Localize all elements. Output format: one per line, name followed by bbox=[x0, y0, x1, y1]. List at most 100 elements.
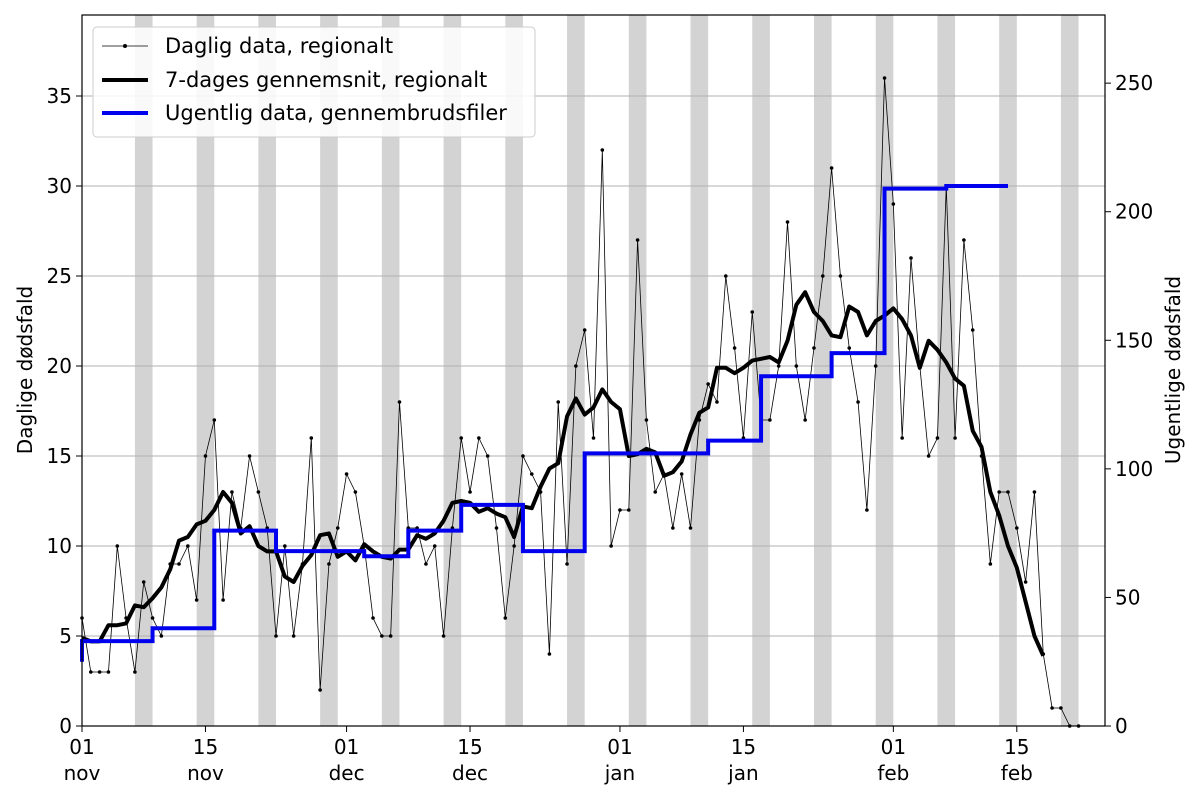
daily-point bbox=[706, 382, 710, 386]
x-tick-day: 01 bbox=[881, 735, 906, 759]
daily-point bbox=[141, 580, 146, 584]
x-tick-month: jan bbox=[604, 761, 636, 785]
daily-point bbox=[635, 238, 640, 242]
y-tick-label: 35 bbox=[47, 84, 72, 108]
weekend-band bbox=[690, 15, 709, 726]
legend-label: Ugentlig data, gennembrudsfiler bbox=[165, 101, 507, 125]
x-tick-day: 01 bbox=[607, 735, 632, 759]
weekend-band bbox=[134, 15, 153, 726]
daily-point bbox=[203, 454, 208, 458]
y2-tick-label: 200 bbox=[1115, 200, 1153, 224]
daily-point bbox=[468, 490, 472, 494]
weekend-band bbox=[875, 15, 894, 726]
y2-tick-label: 150 bbox=[1115, 328, 1153, 352]
x-tick-day: 15 bbox=[1004, 735, 1029, 759]
daily-point bbox=[574, 364, 578, 368]
daily-point bbox=[653, 490, 658, 494]
x-tick-day: 15 bbox=[193, 735, 218, 759]
grid-lines bbox=[82, 95, 1105, 637]
y2-tick-label: 0 bbox=[1115, 714, 1128, 738]
legend-label: Daglig data, regionalt bbox=[165, 34, 393, 58]
y-tick-label: 10 bbox=[47, 534, 72, 558]
daily-point bbox=[529, 472, 534, 476]
x-tick-month: jan bbox=[727, 761, 759, 785]
daily-point bbox=[97, 670, 102, 674]
y-tick-label: 0 bbox=[59, 714, 72, 738]
daily-point bbox=[397, 400, 402, 404]
daily-point bbox=[909, 256, 913, 260]
weekend-band bbox=[999, 15, 1017, 726]
daily-point bbox=[318, 688, 322, 692]
daily-point bbox=[353, 490, 358, 494]
daily-series bbox=[80, 76, 1081, 728]
daily-point bbox=[503, 616, 508, 620]
daily-point bbox=[150, 616, 155, 620]
daily-point bbox=[1050, 706, 1054, 710]
daily-point bbox=[873, 364, 878, 368]
daily-point bbox=[547, 652, 552, 656]
daily-point bbox=[477, 436, 481, 440]
daily-point bbox=[600, 148, 605, 152]
x-tick-month: nov bbox=[64, 761, 101, 785]
x-tick-month: dec bbox=[329, 761, 365, 785]
daily-point bbox=[618, 508, 622, 512]
daily-point bbox=[327, 562, 331, 566]
daily-point bbox=[177, 562, 181, 566]
daily-point bbox=[432, 544, 437, 548]
x-tick-day: 15 bbox=[731, 735, 756, 759]
x-tick-day: 15 bbox=[457, 735, 482, 759]
daily-point bbox=[591, 436, 596, 440]
weekend-band bbox=[381, 15, 400, 726]
daily-line bbox=[81, 77, 1079, 727]
daily-point bbox=[106, 670, 111, 674]
x-tick-month: feb bbox=[877, 761, 909, 785]
daily-point bbox=[812, 346, 816, 350]
legend: Daglig data, regionalt 7-dages gennemsnit… bbox=[92, 26, 536, 138]
legend-marker bbox=[123, 44, 127, 48]
weekend-band bbox=[752, 15, 770, 726]
daily-point bbox=[371, 616, 375, 620]
daily-point bbox=[785, 220, 790, 224]
daily-point bbox=[89, 670, 93, 674]
daily-point bbox=[274, 634, 278, 638]
x-tick-month: feb bbox=[1001, 761, 1033, 785]
daily-point bbox=[962, 238, 966, 242]
daily-point bbox=[512, 544, 516, 548]
legend-label: 7-dages gennemsnit, regionalt bbox=[165, 68, 487, 92]
daily-point bbox=[1032, 490, 1037, 494]
daily-point bbox=[838, 274, 843, 278]
weekend-band bbox=[505, 15, 523, 726]
daily-point bbox=[900, 436, 904, 440]
daily-point bbox=[953, 436, 957, 440]
daily-point bbox=[688, 526, 693, 530]
weekend-band bbox=[628, 15, 647, 726]
daily-point bbox=[847, 346, 852, 350]
daily-point bbox=[609, 544, 613, 548]
daily-point bbox=[159, 634, 164, 638]
daily-point bbox=[582, 328, 587, 332]
daily-point bbox=[309, 436, 314, 440]
daily-point bbox=[335, 526, 340, 530]
x-tick-day: 01 bbox=[334, 735, 359, 759]
weekend-band bbox=[1060, 15, 1079, 726]
daily-point bbox=[671, 526, 675, 530]
daily-point bbox=[882, 76, 887, 80]
daily-point bbox=[1006, 490, 1010, 494]
daily-point bbox=[829, 166, 834, 170]
daily-point bbox=[283, 544, 287, 548]
weekend-band bbox=[443, 15, 462, 726]
daily-point bbox=[935, 436, 940, 440]
daily-point bbox=[750, 310, 755, 314]
daily-point bbox=[256, 490, 261, 494]
daily-point bbox=[644, 418, 649, 422]
daily-point bbox=[388, 634, 393, 638]
daily-point bbox=[459, 436, 464, 440]
daily-point bbox=[247, 454, 252, 458]
daily-point bbox=[494, 526, 499, 530]
daily-point bbox=[1015, 526, 1019, 530]
y-tick-label: 30 bbox=[47, 174, 72, 198]
daily-point bbox=[732, 346, 737, 350]
y-tick-label: 25 bbox=[47, 264, 72, 288]
